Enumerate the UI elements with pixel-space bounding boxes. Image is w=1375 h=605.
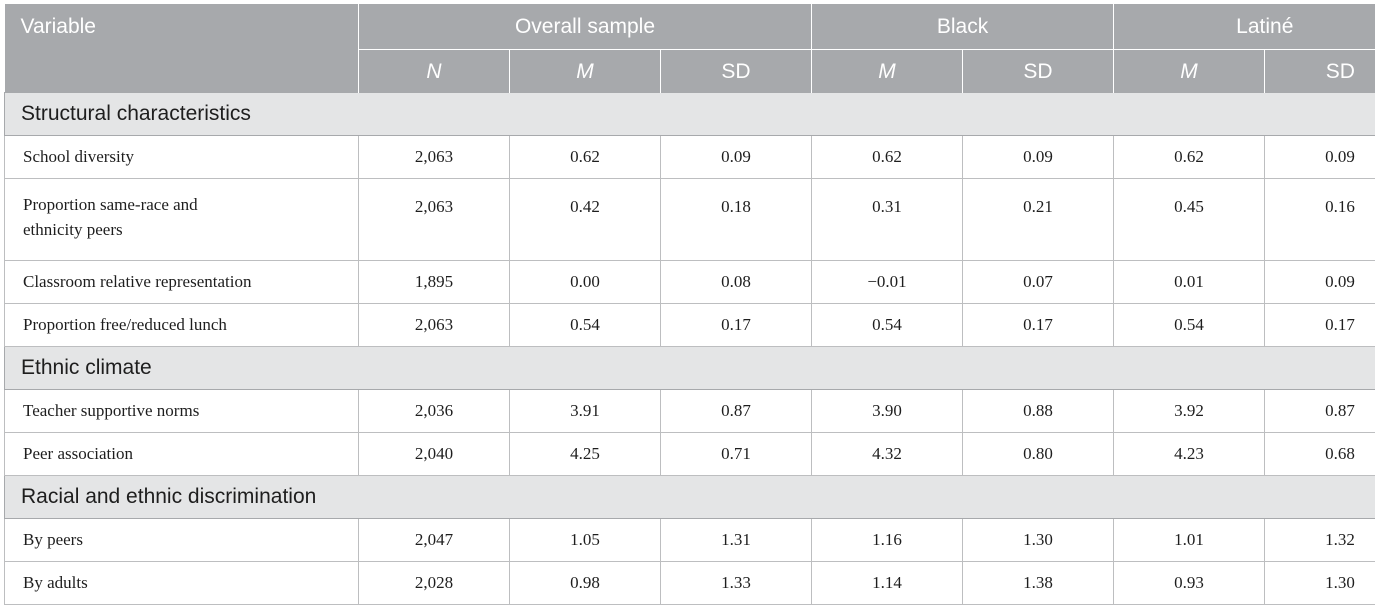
table-row: Teacher supportive norms 2,036 3.91 0.87… — [5, 390, 1375, 433]
table-row: By peers 2,047 1.05 1.31 1.16 1.30 1.01 … — [5, 519, 1375, 562]
header-group-overall: Overall sample — [359, 4, 812, 50]
section-row: Structural characteristics — [5, 93, 1375, 136]
cell: 0.54 — [812, 304, 963, 347]
cell: 0.93 — [1114, 562, 1265, 605]
section-row: Racial and ethnic discrimination — [5, 476, 1375, 519]
table-row: Classroom relative representation 1,895 … — [5, 261, 1375, 304]
cell: 4.23 — [1114, 433, 1265, 476]
cell: 0.17 — [1265, 304, 1375, 347]
cell: 1,895 — [359, 261, 510, 304]
cell: 0.54 — [510, 304, 661, 347]
cell: 0.71 — [661, 433, 812, 476]
header-stat-mean: M — [1114, 50, 1265, 93]
cell: 0.09 — [661, 136, 812, 179]
cell: 0.45 — [1114, 179, 1265, 261]
row-label: Teacher supportive norms — [5, 390, 359, 433]
row-label-line: Proportion same-race and — [23, 195, 198, 214]
cell: −0.01 — [812, 261, 963, 304]
row-label: Classroom relative representation — [5, 261, 359, 304]
header-stat-n: N — [359, 50, 510, 93]
cell: 1.30 — [963, 519, 1114, 562]
header-stat-sd: SD — [661, 50, 812, 93]
cell: 0.62 — [812, 136, 963, 179]
cell: 4.25 — [510, 433, 661, 476]
header-stat-sd: SD — [963, 50, 1114, 93]
cell: 0.17 — [963, 304, 1114, 347]
header-variable: Variable — [5, 4, 359, 93]
cell: 0.09 — [963, 136, 1114, 179]
row-label: By adults — [5, 562, 359, 605]
header-stat-mean: M — [510, 50, 661, 93]
cell: 0.17 — [661, 304, 812, 347]
header-group-black: Black — [812, 4, 1114, 50]
cell: 0.09 — [1265, 261, 1375, 304]
cell: 1.14 — [812, 562, 963, 605]
cell: 0.68 — [1265, 433, 1375, 476]
cell: 2,036 — [359, 390, 510, 433]
row-label: Peer association — [5, 433, 359, 476]
section-title: Ethnic climate — [5, 347, 1375, 390]
row-label: By peers — [5, 519, 359, 562]
cell: 0.88 — [963, 390, 1114, 433]
cell: 0.31 — [812, 179, 963, 261]
row-label-line: ethnicity peers — [23, 220, 123, 239]
cell: 1.32 — [1265, 519, 1375, 562]
cell: 0.09 — [1265, 136, 1375, 179]
table-row: By adults 2,028 0.98 1.33 1.14 1.38 0.93… — [5, 562, 1375, 605]
cell: 0.08 — [661, 261, 812, 304]
cell: 0.21 — [963, 179, 1114, 261]
section-row: Ethnic climate — [5, 347, 1375, 390]
cell: 2,063 — [359, 179, 510, 261]
header-stat-sd: SD — [1265, 50, 1375, 93]
cell: 2,063 — [359, 136, 510, 179]
cell: 1.16 — [812, 519, 963, 562]
cell: 2,040 — [359, 433, 510, 476]
table-row: School diversity 2,063 0.62 0.09 0.62 0.… — [5, 136, 1375, 179]
row-label: Proportion same-race and ethnicity peers — [5, 179, 359, 261]
cell: 1.30 — [1265, 562, 1375, 605]
cell: 0.98 — [510, 562, 661, 605]
cell: 0.07 — [963, 261, 1114, 304]
cell: 0.80 — [963, 433, 1114, 476]
cell: 0.62 — [510, 136, 661, 179]
cell: 1.33 — [661, 562, 812, 605]
cell: 2,063 — [359, 304, 510, 347]
header-group-latine: Latiné — [1114, 4, 1375, 50]
cell: 0.16 — [1265, 179, 1375, 261]
table-row: Peer association 2,040 4.25 0.71 4.32 0.… — [5, 433, 1375, 476]
section-title: Structural characteristics — [5, 93, 1375, 136]
section-title: Racial and ethnic discrimination — [5, 476, 1375, 519]
cell: 4.32 — [812, 433, 963, 476]
table-row: Proportion free/reduced lunch 2,063 0.54… — [5, 304, 1375, 347]
cell: 3.91 — [510, 390, 661, 433]
header-row-groups: Variable Overall sample Black Latiné — [5, 4, 1375, 50]
cell: 0.87 — [661, 390, 812, 433]
cell: 0.42 — [510, 179, 661, 261]
cell: 1.05 — [510, 519, 661, 562]
cell: 0.00 — [510, 261, 661, 304]
cell: 2,047 — [359, 519, 510, 562]
descriptive-statistics-table: Variable Overall sample Black Latiné N M… — [4, 4, 1375, 605]
cell: 0.18 — [661, 179, 812, 261]
cell: 1.01 — [1114, 519, 1265, 562]
cell: 0.62 — [1114, 136, 1265, 179]
cell: 3.90 — [812, 390, 963, 433]
cell: 0.01 — [1114, 261, 1265, 304]
cell: 2,028 — [359, 562, 510, 605]
row-label: Proportion free/reduced lunch — [5, 304, 359, 347]
header-stat-mean: M — [812, 50, 963, 93]
row-label: School diversity — [5, 136, 359, 179]
cell: 0.87 — [1265, 390, 1375, 433]
cell: 0.54 — [1114, 304, 1265, 347]
cell: 1.31 — [661, 519, 812, 562]
cell: 1.38 — [963, 562, 1114, 605]
cell: 3.92 — [1114, 390, 1265, 433]
